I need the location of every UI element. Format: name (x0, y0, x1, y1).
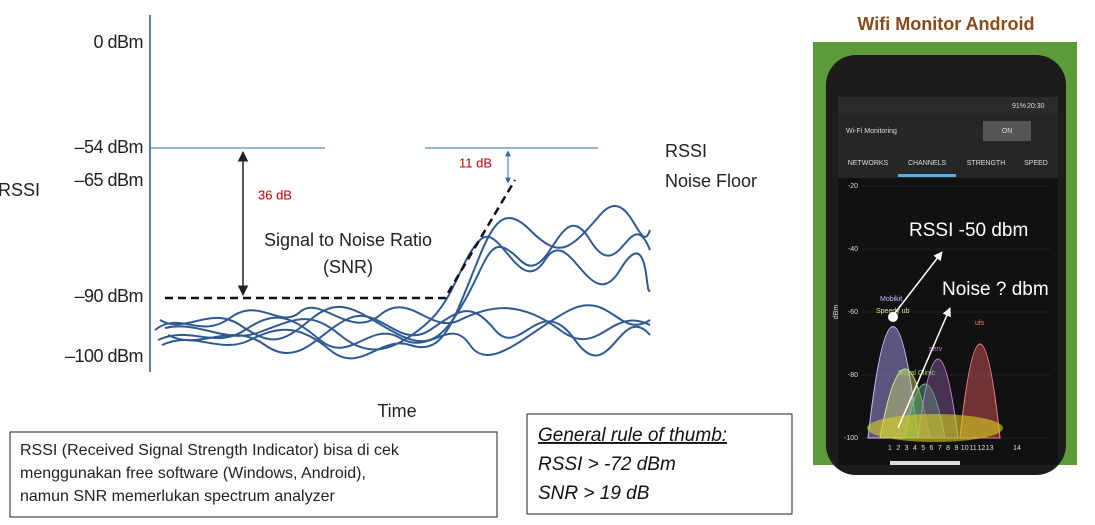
signal-traces (154, 205, 651, 360)
clock: 20:30 (1027, 103, 1045, 110)
margin-label: 11 dB (459, 155, 492, 170)
snr-label: Signal to Noise Ratio (264, 230, 432, 250)
rule-title: General rule of thumb: (538, 425, 727, 446)
note-line: RSSI (Received Signal Strength Indicator… (20, 442, 400, 459)
y-label: 0 dBm (93, 32, 143, 52)
tab[interactable]: STRENGTH (967, 160, 1006, 167)
battery: 91% (1012, 103, 1026, 110)
channel-label: 9 (954, 445, 958, 452)
y-unit: dBm (833, 305, 840, 320)
note-box (9, 431, 498, 518)
tab[interactable]: SPEED (1024, 160, 1048, 167)
y-tick: -40 (848, 246, 858, 253)
network-label: Mobikit (880, 296, 902, 303)
y-tick: -100 (844, 435, 858, 442)
status-bar (838, 97, 1058, 114)
app-title: Wi-Fi Monitoring (846, 128, 897, 135)
network-label: ufs (975, 320, 985, 327)
channel-label: 13 (986, 445, 994, 452)
y-axis-label: RSSI (0, 180, 40, 200)
toggle[interactable] (983, 121, 1031, 141)
gap-label: 36 dB (258, 187, 292, 202)
rule-line: SNR > 19 dB (538, 483, 650, 504)
network-label: Royal Clinic (898, 370, 935, 377)
channel-label: 12 (977, 445, 985, 452)
channel-label: 10 (961, 445, 969, 452)
network-label: Speedy ub (876, 308, 910, 315)
noise-floor (165, 179, 517, 300)
phone-screenshot: Wifi Monitor Android 91% 20:30 Wi-Fi Mon… (813, 14, 1077, 475)
channel-label: 4 (913, 445, 917, 452)
annotation-arrow (897, 307, 951, 429)
channel-label: 11 (969, 445, 976, 452)
scrollbar (890, 461, 960, 465)
toggle-label[interactable]: ON (1002, 128, 1013, 135)
note-line: namun SNR memerlukan spectrum analyzer (20, 488, 335, 505)
phone-title: Wifi Monitor Android (857, 14, 1034, 34)
rule-line: RSSI > -72 dBm (538, 454, 676, 475)
y-label: –54 dBm (74, 137, 143, 157)
annotation: Noise ? dbm (942, 279, 1049, 300)
channel-labels: 1 2 3 4 5 6 7 8 9 10 11 12 13 14 (888, 445, 1021, 452)
tab-indicator (898, 174, 956, 177)
x-axis-label: Time (377, 401, 416, 421)
y-tick: -20 (848, 183, 858, 190)
channel-label: 8 (946, 445, 950, 452)
channel-label: 1 (888, 445, 892, 452)
legend-label: RSSI (665, 141, 707, 161)
y-label: –65 dBm (74, 170, 143, 190)
channel-label: 7 (938, 445, 942, 452)
y-tick: -80 (848, 372, 858, 379)
snr-diagram: 0 dBm –54 dBm –65 dBm –90 dBm –100 dBm R… (0, 15, 757, 421)
noise-blob (867, 414, 1003, 442)
tab[interactable]: CHANNELS (908, 160, 946, 167)
annotation: RSSI -50 dbm (909, 220, 1028, 241)
channel-label: 6 (930, 445, 934, 452)
channel-label: 2 (896, 445, 900, 452)
network-curve (959, 343, 1001, 439)
note-line: menggunakan free software (Windows, Andr… (20, 465, 366, 482)
y-label: –100 dBm (65, 346, 143, 366)
y-tick: -60 (848, 309, 858, 316)
channel-label: 14 (1013, 445, 1021, 452)
tab[interactable]: NETWORKS (848, 160, 889, 167)
marker (888, 312, 898, 322)
network-label: serv (929, 346, 943, 353)
snr-abbr: (SNR) (323, 257, 373, 277)
rule-box (526, 413, 793, 515)
channel-label: 3 (905, 445, 909, 452)
legend-label: Noise Floor (665, 171, 757, 191)
annotation-arrow (894, 251, 943, 314)
channel-label: 5 (921, 445, 925, 452)
y-label: –90 dBm (74, 286, 143, 306)
